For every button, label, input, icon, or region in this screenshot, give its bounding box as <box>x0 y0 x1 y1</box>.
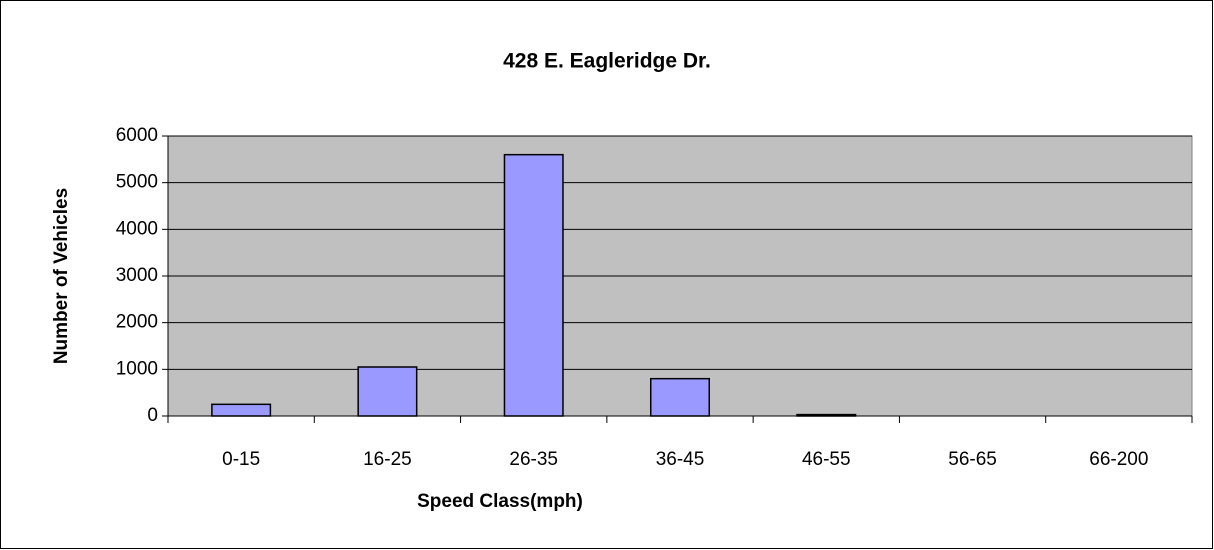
y-tick-label: 0 <box>147 405 158 426</box>
x-tick-label: 46-55 <box>802 449 851 470</box>
bar <box>796 413 857 417</box>
y-axis-label: Number of Vehicles <box>51 188 72 364</box>
x-tick-label: 16-25 <box>363 449 412 470</box>
y-tick-label: 6000 <box>116 125 158 146</box>
x-tick-label: 0-15 <box>222 449 260 470</box>
y-tick-label: 5000 <box>116 172 158 193</box>
x-tick-label: 66-200 <box>1089 449 1148 470</box>
chart-title: 428 E. Eagleridge Dr. <box>503 50 711 73</box>
y-tick-label: 1000 <box>116 358 158 379</box>
y-tick-label: 4000 <box>116 218 158 239</box>
bar <box>211 403 272 417</box>
x-tick-label: 36-45 <box>656 449 705 470</box>
bar <box>649 377 711 417</box>
y-tick-label: 3000 <box>116 265 158 286</box>
bar <box>357 366 418 417</box>
x-tick-label: 56-65 <box>948 449 997 470</box>
x-axis-label: Speed Class(mph) <box>417 491 583 512</box>
bar <box>503 153 564 417</box>
y-tick-label: 2000 <box>116 312 158 333</box>
x-tick-label: 26-35 <box>509 449 558 470</box>
